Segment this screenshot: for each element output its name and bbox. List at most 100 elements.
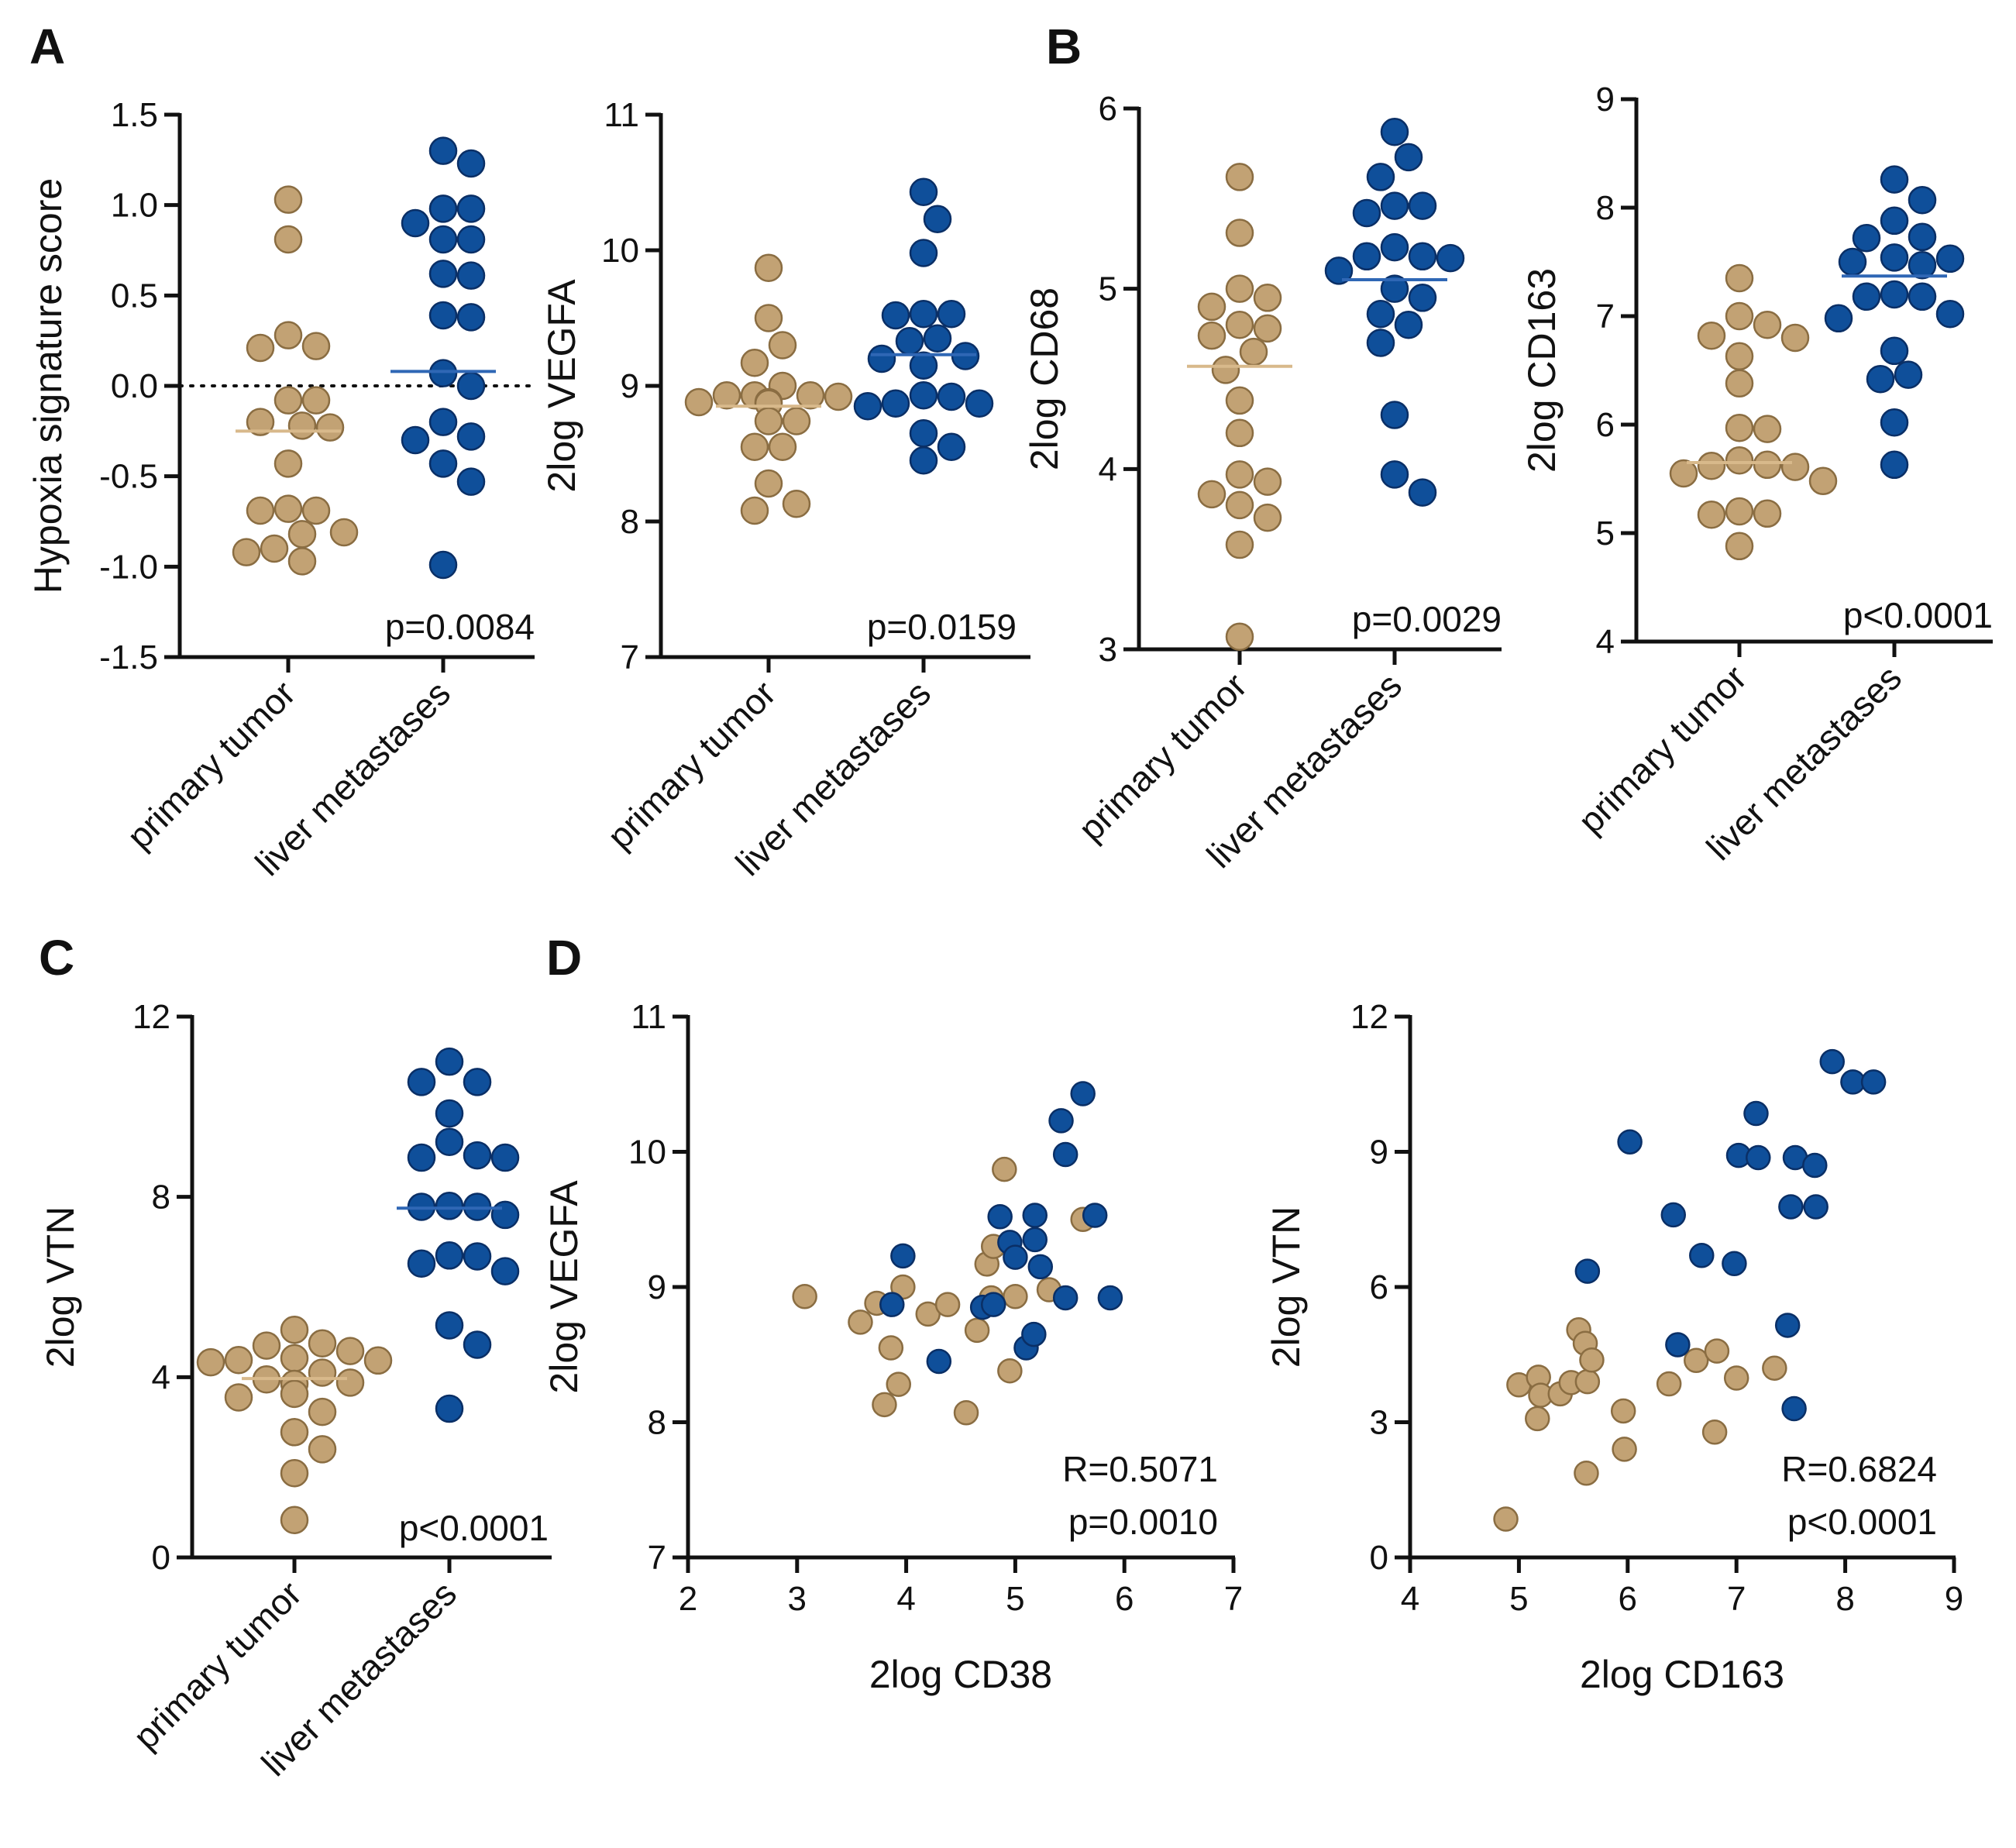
y-axis-title: 2log VTN	[1264, 1206, 1308, 1368]
data-point-liver	[1774, 1313, 1801, 1338]
data-point-liver	[428, 194, 458, 223]
data-point-liver	[1824, 304, 1853, 333]
data-point-primary	[1253, 503, 1282, 532]
data-point-liver	[909, 351, 938, 380]
data-point-liver	[435, 1311, 464, 1340]
y-tick-label: 0	[1370, 1539, 1388, 1577]
data-point-primary	[308, 1358, 337, 1387]
data-point-primary	[301, 496, 331, 525]
y-tick-label: 0.0	[111, 367, 158, 405]
data-point-primary	[1225, 530, 1254, 559]
data-point-primary	[792, 1283, 817, 1309]
data-point-primary	[246, 333, 275, 363]
data-point-liver	[890, 1243, 916, 1269]
data-point-primary	[1239, 337, 1268, 367]
x-axis-title: 2log CD38	[869, 1653, 1052, 1696]
data-point-primary	[824, 382, 853, 411]
data-point-primary	[1753, 450, 1782, 480]
data-point-primary	[301, 386, 331, 415]
data-point-primary	[1723, 1365, 1749, 1391]
data-point-liver	[463, 1141, 492, 1170]
data-point-liver	[428, 550, 458, 580]
panel-letter-d: D	[546, 930, 582, 986]
x-tick-label: 2	[679, 1580, 697, 1618]
data-point-liver	[1022, 1203, 1048, 1228]
data-point-primary	[1003, 1283, 1028, 1309]
y-tick-label: 7	[1596, 298, 1615, 336]
data-point-liver	[1866, 364, 1895, 394]
data-point-primary	[308, 1435, 337, 1464]
data-point-liver	[1880, 336, 1909, 366]
data-point-primary	[308, 1397, 337, 1426]
y-tick-label: 8	[648, 1404, 666, 1442]
stat-annotation: p=0.0159	[867, 607, 1017, 647]
data-point-liver	[1408, 242, 1437, 271]
y-tick-label: 9	[1370, 1134, 1388, 1172]
data-point-primary	[274, 494, 303, 523]
data-point-primary	[274, 185, 303, 214]
data-point-liver	[1352, 198, 1381, 228]
data-point-primary	[224, 1383, 253, 1412]
data-point-liver	[1880, 165, 1909, 194]
y-tick-label: 3	[1370, 1404, 1388, 1442]
data-point-liver	[1778, 1194, 1804, 1220]
data-point-liver	[923, 205, 952, 233]
data-point-liver	[1408, 191, 1437, 220]
data-point-liver	[401, 425, 430, 455]
data-point-liver	[1366, 163, 1395, 191]
data-point-primary	[754, 407, 783, 435]
data-point-liver	[1908, 185, 1937, 215]
y-tick-label: 11	[631, 998, 666, 1036]
data-point-liver	[879, 1292, 905, 1317]
y-tick-label: 10	[628, 1134, 666, 1172]
data-point-liver	[428, 136, 458, 165]
data-point-liver	[1852, 223, 1881, 253]
data-point-liver	[965, 389, 994, 418]
data-point-primary	[754, 253, 783, 282]
data-point-liver	[407, 1249, 436, 1278]
data-point-primary	[252, 1331, 281, 1360]
data-point-liver	[1021, 1321, 1047, 1347]
data-point-primary	[1753, 499, 1782, 528]
data-point-liver	[1819, 1048, 1846, 1075]
data-point-primary	[1253, 467, 1282, 496]
data-point-primary	[1669, 459, 1698, 488]
stat-annotation: p=0.0084	[385, 607, 535, 647]
data-point-liver	[456, 303, 486, 332]
data-point-liver	[1908, 222, 1937, 252]
data-point-primary	[768, 432, 797, 461]
data-point-primary	[1725, 263, 1754, 293]
y-tick-label: 7	[648, 1539, 666, 1577]
data-point-primary	[768, 331, 797, 360]
y-tick-label: -1.5	[99, 638, 158, 676]
data-point-liver	[1082, 1203, 1108, 1228]
y-tick-label: 12	[1350, 998, 1388, 1036]
y-tick-label: 6	[1596, 406, 1615, 444]
stat-annotation: p<0.0001	[1787, 1502, 1937, 1542]
data-point-primary	[1225, 274, 1254, 303]
data-point-liver	[1743, 1100, 1769, 1127]
data-point-liver	[1052, 1285, 1079, 1311]
data-point-primary	[1762, 1355, 1787, 1381]
data-point-primary	[260, 534, 289, 563]
y-tick-label: 6	[1370, 1268, 1388, 1306]
data-point-liver	[987, 1204, 1013, 1230]
data-point-liver	[435, 1192, 464, 1220]
data-point-primary	[274, 386, 303, 415]
data-point-primary	[992, 1156, 1017, 1182]
data-point-liver	[1617, 1129, 1643, 1155]
data-point-liver	[435, 1394, 464, 1423]
data-point-liver	[1908, 282, 1937, 311]
data-point-primary	[1225, 490, 1254, 520]
x-tick-label: 5	[1006, 1580, 1024, 1618]
data-point-liver	[435, 1047, 464, 1076]
x-tick-label: 6	[1115, 1580, 1134, 1618]
data-point-liver	[1665, 1332, 1691, 1358]
data-point-primary	[1225, 163, 1254, 191]
data-point-primary	[280, 1379, 309, 1409]
data-point-liver	[909, 419, 938, 448]
data-point-primary	[740, 496, 769, 525]
